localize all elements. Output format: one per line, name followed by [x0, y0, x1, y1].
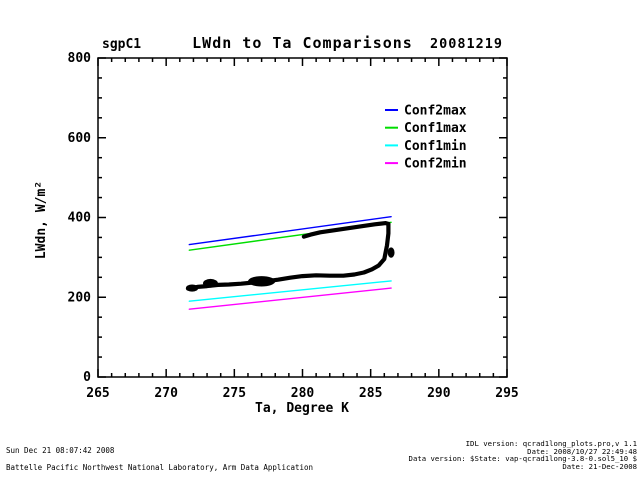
y-tick-label: 0	[83, 370, 91, 385]
series-LWdn-data-trace	[185, 221, 391, 291]
plot-title: LWdn to Ta Comparisons	[192, 34, 413, 52]
y-tick-label: 400	[68, 211, 92, 226]
data-blob-0	[185, 284, 199, 292]
x-tick-label: 265	[86, 386, 109, 401]
y-tick-label: 200	[68, 290, 92, 305]
y-tick-label: 800	[68, 51, 92, 66]
legend-label-Conf1max: Conf1max	[404, 121, 467, 136]
footer-idl-date: Date: 2008/10/27 22:49:48	[527, 446, 637, 456]
y-axis-label: LWdn, W/m²	[34, 181, 49, 259]
footer-version-block: IDL version: qcrad1long_plots.pro,v 1.1 …	[409, 440, 637, 470]
footer-data-date: Date: 21-Dec-2008	[562, 461, 637, 471]
plot-date: 20081219	[430, 36, 504, 52]
site-label: sgpC1	[102, 37, 142, 52]
data-blob-2	[247, 276, 276, 287]
series-Conf2min	[188, 287, 392, 310]
footer-organization: Battelle Pacific Northwest National Labo…	[6, 463, 314, 472]
x-tick-label: 270	[154, 386, 178, 401]
series-Conf1min	[188, 280, 392, 302]
legend-label-Conf2max: Conf2max	[404, 104, 467, 119]
footer-idl-version: IDL version: qcrad1long_plots.pro,v 1.1	[465, 439, 637, 448]
x-tick-label: 275	[223, 386, 246, 401]
y-tick-label: 600	[68, 131, 92, 146]
x-tick-label: 295	[495, 386, 518, 401]
x-tick-label: 285	[359, 386, 382, 401]
x-axis-label: Ta, Degree K	[255, 401, 349, 416]
x-tick-label: 280	[291, 386, 315, 401]
footer-data-version: Data version: $State: vap-qcrad1long-3.8…	[408, 454, 637, 464]
x-tick-label: 290	[427, 386, 451, 401]
series-Conf2max	[188, 215, 392, 246]
legend-label-Conf1min: Conf1min	[404, 139, 467, 154]
footer-timestamp: Sun Dec 21 08:07:42 2008	[6, 446, 115, 455]
legend-label-Conf2min: Conf2min	[404, 157, 467, 172]
data-blob-1	[202, 278, 218, 288]
data-blob-3	[387, 247, 395, 258]
